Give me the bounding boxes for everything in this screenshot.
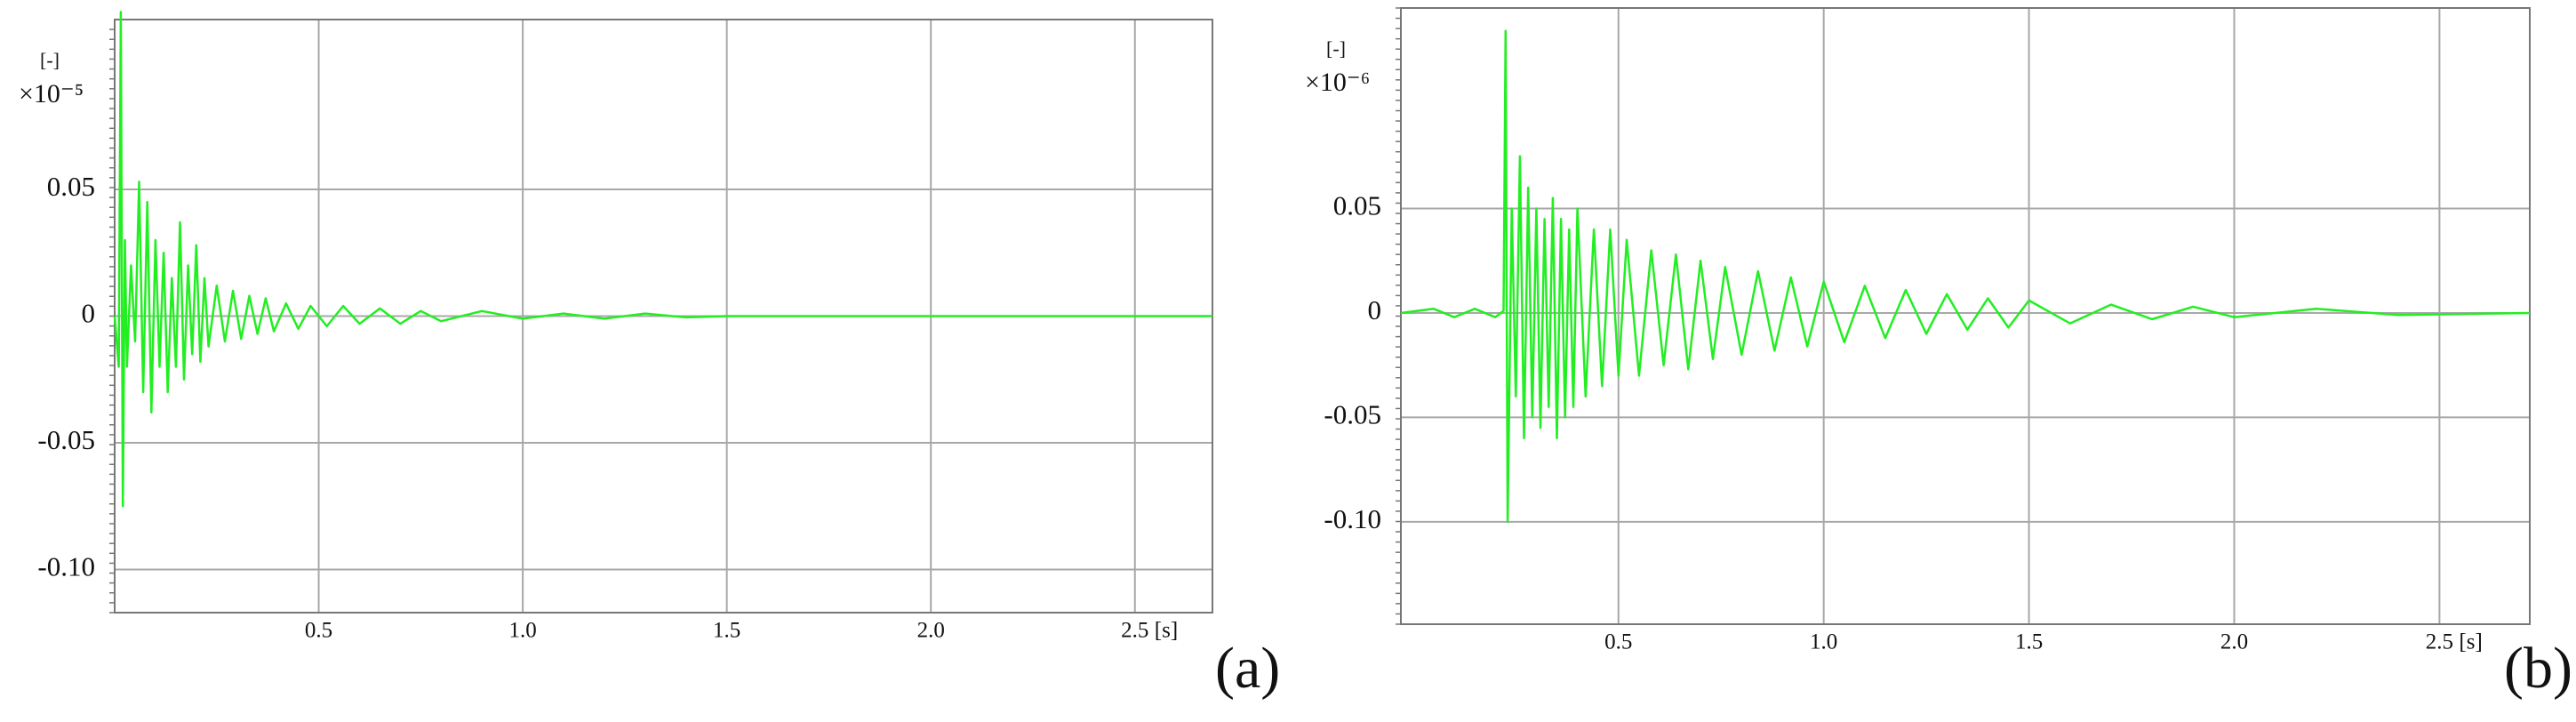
y-tick-label: -0.10 xyxy=(1324,503,1381,534)
panel-label: (a) xyxy=(1215,636,1280,701)
x-tick-label: 2.0 xyxy=(2220,630,2248,654)
x-tick-label: 0.5 xyxy=(305,619,332,643)
x-tick-label: 1.0 xyxy=(508,619,536,643)
x-tick-label: 0.5 xyxy=(1604,630,1632,654)
signal-line xyxy=(1400,29,2531,524)
y-tick-label: -0.10 xyxy=(37,551,95,582)
y-tick-label: 0.05 xyxy=(1333,190,1381,221)
y-multiplier: ×10⁻⁵ xyxy=(19,79,84,108)
x-unit: [s] xyxy=(1155,619,1178,643)
y-tick-label: -0.05 xyxy=(37,424,95,455)
signal-line xyxy=(113,11,1212,508)
x-tick-label: 1.5 xyxy=(713,619,740,643)
panel-label: (b) xyxy=(2504,636,2572,701)
x-tick-label: 2.0 xyxy=(917,619,945,643)
y-tick-label: 0 xyxy=(1368,294,1382,325)
y-multiplier: ×10⁻⁶ xyxy=(1305,68,1370,97)
x-tick-label: 1.5 xyxy=(2015,630,2043,654)
x-unit: [s] xyxy=(2459,630,2482,654)
plot-frame xyxy=(1400,7,2531,625)
x-tick-label: 1.0 xyxy=(1810,630,1837,654)
x-tick-label: 2.5 xyxy=(2426,630,2453,654)
x-tick-label: 2.5 xyxy=(1121,619,1148,643)
y-tick-label: 0.05 xyxy=(47,171,95,202)
y-tick-label: -0.05 xyxy=(1324,399,1381,430)
y-tick-label: 0 xyxy=(82,298,96,329)
y-unit: [-] xyxy=(1326,37,1346,60)
y-unit: [-] xyxy=(40,49,60,71)
